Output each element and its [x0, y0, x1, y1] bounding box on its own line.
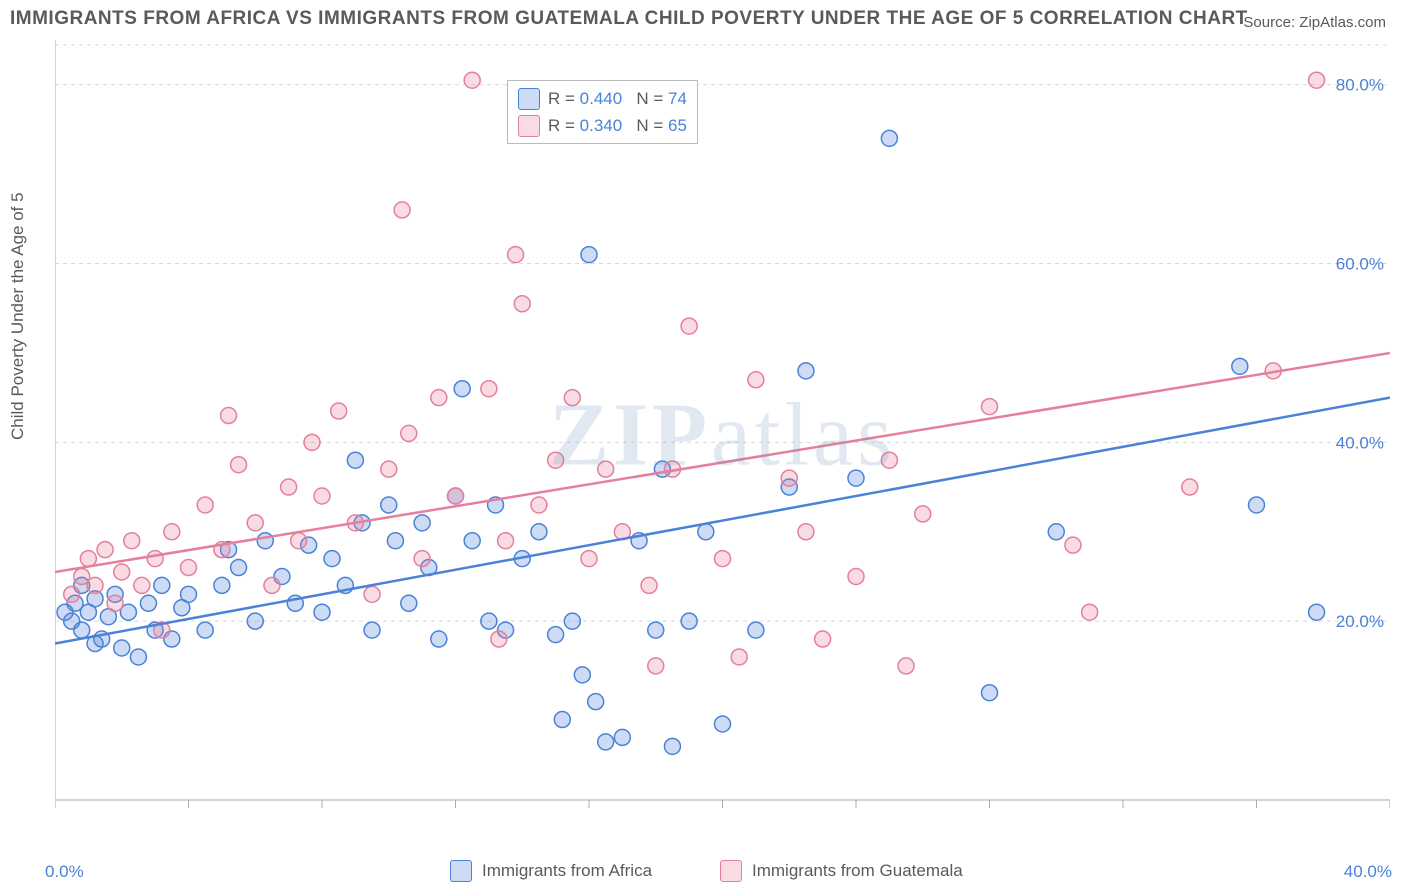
legend-swatch	[518, 88, 540, 110]
svg-text:80.0%: 80.0%	[1336, 76, 1384, 95]
legend-stat-row: R = 0.440 N = 74	[518, 85, 687, 112]
source: Source: ZipAtlas.com	[1243, 14, 1386, 31]
legend-swatch	[720, 860, 742, 882]
chart-title: IMMIGRANTS FROM AFRICA VS IMMIGRANTS FRO…	[10, 8, 1248, 30]
legend-series-0: Immigrants from Africa	[450, 860, 652, 882]
source-label: Source:	[1243, 14, 1295, 31]
svg-text:20.0%: 20.0%	[1336, 612, 1384, 631]
x-axis-label-right: 40.0%	[1344, 862, 1392, 882]
legend-label: Immigrants from Guatemala	[752, 861, 963, 881]
svg-text:40.0%: 40.0%	[1336, 433, 1384, 452]
legend-series-1: Immigrants from Guatemala	[720, 860, 963, 882]
y-axis-label: Child Poverty Under the Age of 5	[8, 192, 28, 440]
legend-stats: R = 0.440 N = 74R = 0.340 N = 65	[507, 80, 698, 144]
legend-label: Immigrants from Africa	[482, 861, 652, 881]
legend-swatch	[450, 860, 472, 882]
chart-area: 20.0%40.0%60.0%80.0% ZIPatlas R = 0.440 …	[55, 40, 1390, 830]
legend-stat-row: R = 0.340 N = 65	[518, 112, 687, 139]
scatter-chart: 20.0% 40.0% 60.0% 80.0%	[55, 40, 1390, 830]
source-value: ZipAtlas.com	[1299, 14, 1386, 31]
legend-swatch	[518, 115, 540, 137]
svg-text:60.0%: 60.0%	[1336, 255, 1384, 274]
x-axis-label-left: 0.0%	[45, 862, 84, 882]
